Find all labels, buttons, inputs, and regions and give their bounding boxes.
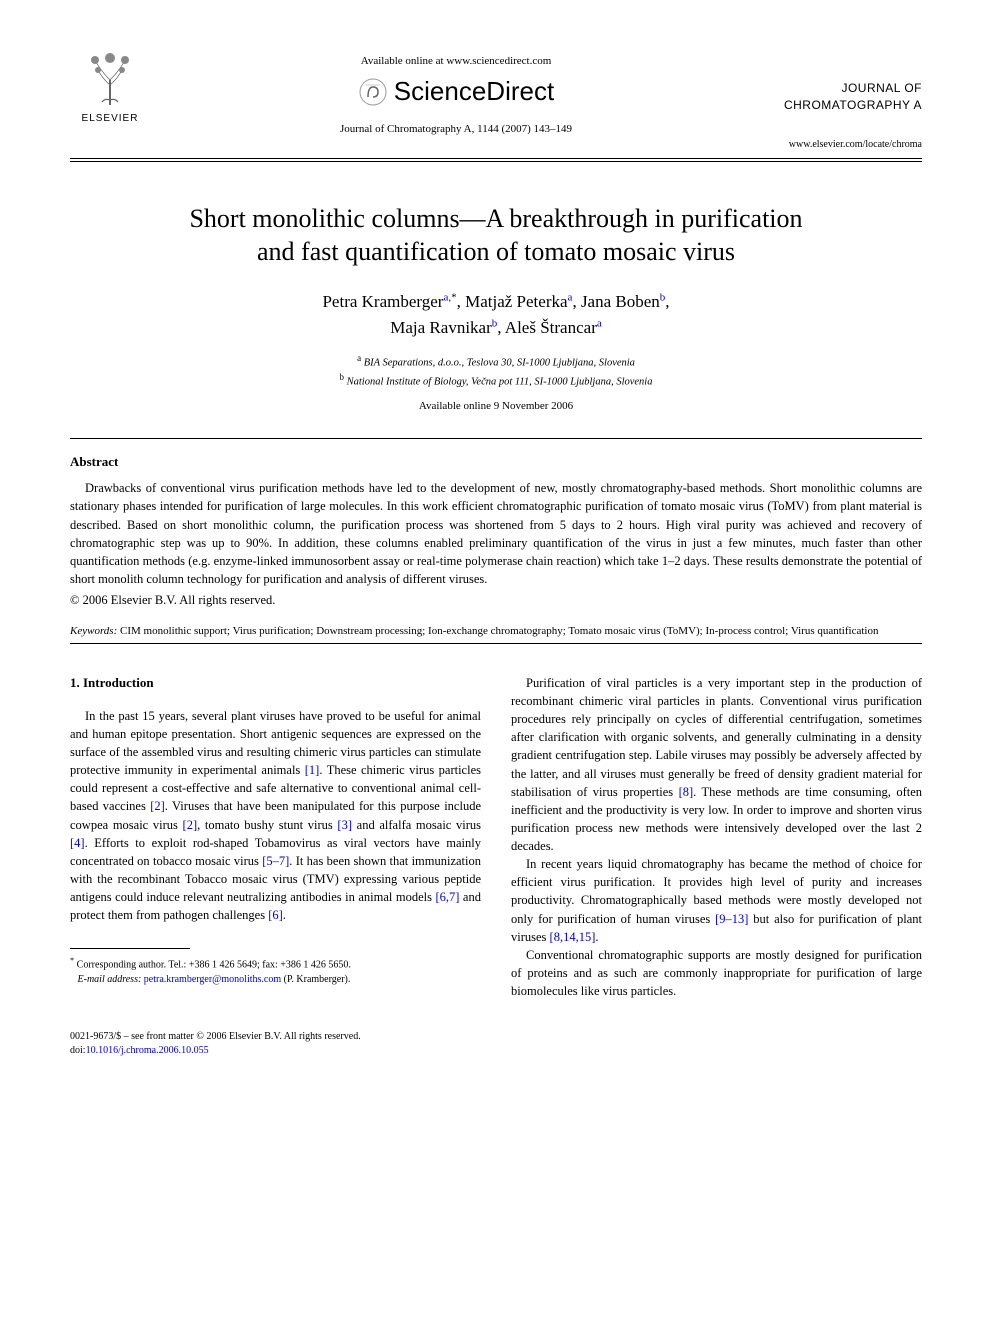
citation-2b[interactable]: [2]: [183, 818, 198, 832]
header-rule-bottom: [70, 161, 922, 162]
intro-para-4: Conventional chromatographic supports ar…: [511, 946, 922, 1000]
doi-link[interactable]: 10.1016/j.chroma.2006.10.055: [86, 1045, 209, 1056]
keywords: Keywords: CIM monolithic support; Virus …: [70, 624, 922, 639]
footer-copyright: 0021-9673/$ – see front matter © 2006 El…: [70, 1030, 922, 1044]
affiliation-a: BIA Separations, d.o.o., Teslova 30, SI-…: [364, 358, 635, 369]
citation-8-14-15[interactable]: [8,14,15]: [550, 930, 596, 944]
sciencedirect-text: ScienceDirect: [394, 73, 554, 109]
intro-para-1: In the past 15 years, several plant viru…: [70, 707, 481, 925]
intro-para-3: In recent years liquid chromatography ha…: [511, 855, 922, 946]
author-email[interactable]: petra.kramberger@monoliths.com: [144, 974, 281, 985]
journal-name-line1: JOURNAL OF: [762, 80, 922, 97]
affiliation-b: National Institute of Biology, Večna pot…: [347, 377, 653, 388]
sciencedirect-logo: ScienceDirect: [150, 73, 762, 109]
elsevier-logo: ELSEVIER: [70, 50, 150, 126]
corresponding-author-footnote: * Corresponding author. Tel.: +386 1 426…: [70, 955, 481, 986]
keywords-text: CIM monolithic support; Virus purificati…: [120, 625, 878, 637]
sciencedirect-icon: [358, 77, 388, 107]
body-columns: 1. Introduction In the past 15 years, se…: [70, 674, 922, 1000]
citation-1[interactable]: [1]: [305, 763, 320, 777]
citation-5-7[interactable]: [5–7]: [262, 854, 289, 868]
intro-para-2: Purification of viral particles is a ver…: [511, 674, 922, 855]
journal-reference: Journal of Chromatography A, 1144 (2007)…: [150, 122, 762, 137]
page-header: ELSEVIER Available online at www.science…: [70, 50, 922, 152]
copyright-text: © 2006 Elsevier B.V. All rights reserved…: [70, 592, 922, 610]
left-column: 1. Introduction In the past 15 years, se…: [70, 674, 481, 1000]
footer-doi: doi:10.1016/j.chroma.2006.10.055: [70, 1044, 922, 1058]
authors-line2: Maja Ravnikarb, Aleš Štrancara: [390, 318, 602, 337]
journal-url: www.elsevier.com/locate/chroma: [762, 138, 922, 152]
abstract-text: Drawbacks of conventional virus purifica…: [70, 479, 922, 588]
elsevier-tree-icon: [80, 50, 140, 110]
keywords-label: Keywords:: [70, 625, 117, 637]
journal-name-block: JOURNAL OF CHROMATOGRAPHY A www.elsevier…: [762, 50, 922, 152]
citation-6[interactable]: [6]: [268, 908, 283, 922]
center-header: Available online at www.sciencedirect.co…: [150, 50, 762, 137]
right-column: Purification of viral particles is a ver…: [511, 674, 922, 1000]
abstract-top-rule: [70, 438, 922, 439]
footnote-rule: [70, 948, 190, 949]
journal-name-line2: CHROMATOGRAPHY A: [762, 97, 922, 114]
citation-2[interactable]: [2]: [150, 799, 165, 813]
authors: Petra Krambergera,*, Matjaž Peterkaa, Ja…: [70, 289, 922, 340]
authors-line1: Petra Krambergera,*, Matjaž Peterkaa, Ja…: [322, 292, 669, 311]
citation-6-7[interactable]: [6,7]: [435, 890, 459, 904]
citation-9-13[interactable]: [9–13]: [715, 912, 748, 926]
citation-8[interactable]: [8]: [679, 785, 694, 799]
abstract-bottom-rule: [70, 643, 922, 644]
citation-3[interactable]: [3]: [337, 818, 352, 832]
publication-date: Available online 9 November 2006: [70, 399, 922, 414]
abstract-heading: Abstract: [70, 453, 922, 471]
citation-4[interactable]: [4]: [70, 836, 85, 850]
available-online-text: Available online at www.sciencedirect.co…: [150, 54, 762, 69]
introduction-heading: 1. Introduction: [70, 674, 481, 693]
page-footer: 0021-9673/$ – see front matter © 2006 El…: [70, 1030, 922, 1058]
affiliations: a BIA Separations, d.o.o., Teslova 30, S…: [70, 352, 922, 391]
elsevier-label: ELSEVIER: [82, 112, 139, 126]
header-rule-top: [70, 158, 922, 159]
article-title: Short monolithic columns—A breakthrough …: [70, 202, 922, 270]
